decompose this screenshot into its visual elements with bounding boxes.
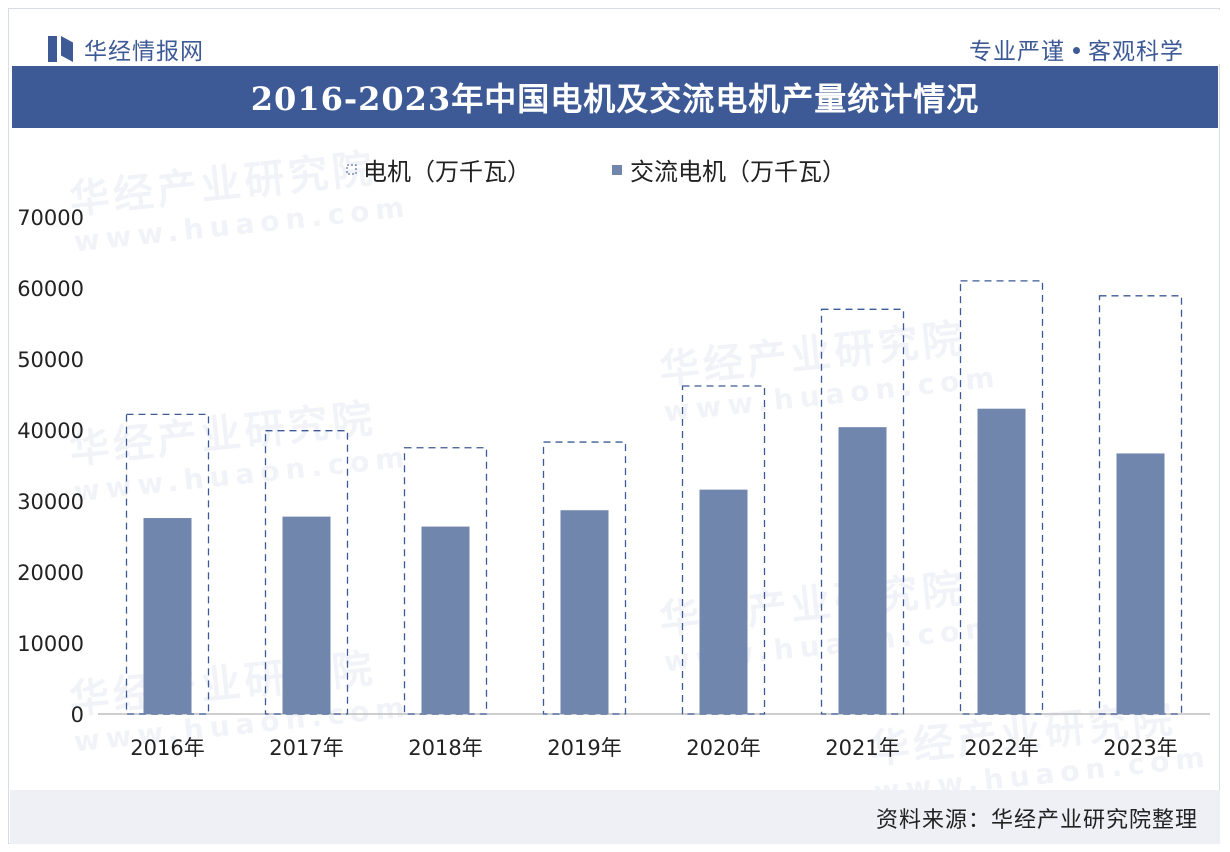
- brand-logo-icon: [48, 36, 74, 62]
- bar-ac: [977, 408, 1026, 714]
- bar-total: [264, 430, 349, 715]
- x-tick-label: 2022年: [964, 736, 1038, 760]
- y-tick-label: 60000: [17, 277, 84, 301]
- brand[interactable]: 华经情报网: [48, 32, 204, 66]
- bar-ac: [560, 510, 609, 714]
- slogan-left: 专业严谨: [969, 39, 1065, 65]
- source-note: 资料来源：华经产业研究院整理: [875, 808, 1198, 833]
- x-tick-label: 2020年: [686, 736, 760, 760]
- bar-ac: [1116, 453, 1165, 714]
- x-tick-label: 2023年: [1103, 736, 1177, 760]
- top-bar: 华经情报网 专业严谨 客观科学: [10, 10, 1220, 66]
- y-tick-label: 70000: [17, 206, 84, 230]
- legend-swatch-total: [346, 164, 357, 175]
- brand-name: 华经情报网: [84, 39, 204, 65]
- bar-total: [542, 441, 627, 715]
- y-tick-label: 40000: [17, 419, 84, 443]
- title-band: 2016-2023年中国电机及交流电机产量统计情况: [12, 66, 1218, 128]
- x-tick-label: 2021年: [825, 736, 899, 760]
- bar-ac: [143, 518, 192, 714]
- bar-ac: [699, 489, 748, 714]
- bar-total: [681, 385, 766, 715]
- bar-chart: 0 10000 20000 30000 40000 50000 60000 70000 2016…: [17, 158, 1210, 760]
- y-tick-label: 10000: [17, 632, 84, 656]
- slogan-right: 客观科学: [1088, 39, 1184, 65]
- bar-ac: [282, 516, 331, 714]
- chart-area: 0 10000 20000 30000 40000 50000 60000 70000 2016…: [0, 128, 1230, 788]
- bullet-dot-icon: [1073, 47, 1080, 54]
- bar-ac: [838, 427, 887, 714]
- x-tick-label: 2016年: [130, 736, 204, 760]
- y-tick-label: 50000: [17, 348, 84, 372]
- y-tick-label: 0: [71, 703, 84, 727]
- x-tick-label: 2017年: [269, 736, 343, 760]
- x-tick-label: 2019年: [547, 736, 621, 760]
- y-tick-label: 30000: [17, 490, 84, 514]
- legend-label-total: 电机（万千瓦）: [363, 158, 531, 186]
- y-tick-label: 20000: [17, 561, 84, 585]
- x-tick-label: 2018年: [408, 736, 482, 760]
- bar-ac: [421, 526, 470, 714]
- bar-total: [820, 308, 905, 715]
- legend-swatch-ac: [612, 165, 622, 175]
- chart-title: 2016-2023年中国电机及交流电机产量统计情况: [250, 80, 980, 118]
- legend-label-ac: 交流电机（万千瓦）: [630, 158, 846, 186]
- footer: 资料来源：华经产业研究院整理: [10, 790, 1220, 844]
- slogan: 专业严谨 客观科学: [969, 32, 1184, 66]
